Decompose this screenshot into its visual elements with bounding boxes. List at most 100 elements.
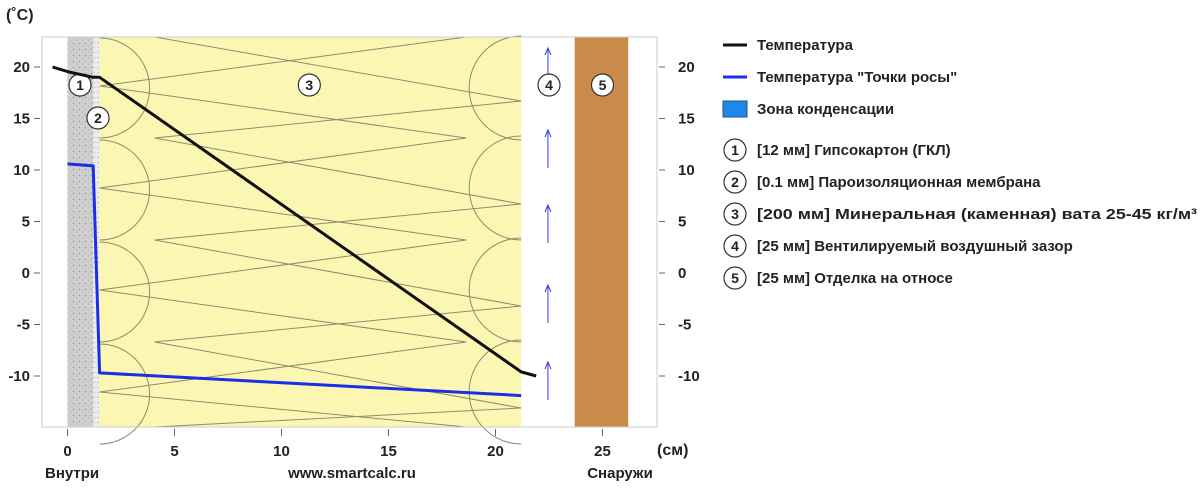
insulation-fibre [99,36,467,87]
y-tick-label-left: 10 [13,162,30,179]
y-tick-label-left: 15 [13,111,30,128]
layer-marker-3: 3 [297,73,321,97]
layer-marker-circle [537,73,561,97]
insulation-fibre [99,391,467,428]
layer-marker-circle [297,73,321,97]
layer-3 [99,37,522,427]
legend-layer-entry-5: 5 [25 мм] Отделка на относе [723,266,953,290]
airflow-arrow-head [544,360,552,370]
y-tick-label-left: -10 [8,368,30,385]
legend-label-series-2: Температура "Точки росы" [757,69,957,86]
insulation-fibre [99,137,467,189]
legend-layer-circle [723,170,747,194]
insulation-loop-left [99,241,151,343]
airflow-arrow [544,283,552,323]
series-line-1 [52,65,537,378]
legend-layer-circle [723,266,747,290]
legend-layer-label: [0.1 мм] Пароизоляционная мембрана [757,174,1041,191]
legend-layer-circle [723,234,747,258]
insulation-loop-right [468,35,522,141]
insulation-pattern [99,35,522,445]
y-unit-label: (˚C) [6,7,34,24]
insulation-fibre [154,239,522,307]
y-tick-label-right: 5 [678,214,686,231]
footer-outside-label: Снаружи [587,465,653,482]
insulation-fibre [154,137,522,205]
y-tick-label-left: 0 [22,265,30,282]
x-tick-label: 0 [63,443,71,460]
insulation-loop-left [99,343,151,445]
layer-marker-number: 3 [305,77,313,93]
legend-layer-entry-4: 4 [25 мм] Вентилируемый воздушный зазор [723,234,1073,258]
insulation-loop-right [468,135,522,241]
airflow-arrow [544,203,552,243]
insulation-loop-right [468,237,522,343]
insulation-fibre [99,289,467,343]
layer-marker-2: 2 [86,106,110,130]
insulation-fibre [99,239,467,291]
legend-layer-entry-2: 2 [0.1 мм] Пароизоляционная мембрана [723,170,1041,194]
insulation-fibre [154,341,522,409]
airflow-arrow-head [544,128,552,138]
footer-inside-label: Внутри [45,465,99,482]
airflow-arrow-head [544,203,552,213]
x-unit-label: (см) [657,442,688,459]
insulation-fibre [99,85,467,139]
y-tick-label-right: -5 [678,317,691,334]
legend-label-condensation: Зона конденсации [757,101,894,118]
legend-layer-label: [200 мм] Минеральная (каменная) вата 25-… [757,206,1197,223]
insulation-fibre [99,341,467,393]
legend-layer-circle [723,138,747,162]
x-tick-label: 25 [594,443,611,460]
x-tick-label: 20 [487,443,504,460]
layer-marker-1: 1 [68,73,92,97]
layer-1 [67,37,94,427]
plot-border [41,36,658,428]
layer-marker-number: 1 [76,77,84,93]
legend-label-series-1: Температура [757,37,854,54]
x-tick-label: 5 [170,443,178,460]
insulation-loop-left [99,37,151,139]
layer-marker-5: 5 [590,73,615,97]
airflow-arrow [544,128,552,168]
legend: Температура Температура "Точки росы" Зона … [722,37,1197,290]
layer-marker-circle [590,73,615,97]
y-tick-label-left: 5 [22,214,30,231]
x-tick-label: 15 [380,443,397,460]
legend-layer-label: [25 мм] Вентилируемый воздушный зазор [757,238,1073,255]
insulation-fibre [154,407,522,428]
airflow-arrow-head [544,46,552,56]
y-tick-label-right: 20 [678,59,695,76]
layer-marker-circle [86,106,110,130]
legend-layer-number: 3 [731,206,739,222]
legend-layer-circle [723,202,747,226]
airflow-arrow [544,360,552,400]
legend-layer-number: 1 [731,142,739,158]
y-tick-label-right: -10 [678,368,700,385]
legend-layer-entry-1: 1 [12 мм] Гипсокартон (ГКЛ) [723,138,951,162]
insulation-loop-left [99,139,151,241]
layer-marker-number: 2 [94,110,102,126]
insulation-fibre [99,187,467,241]
legend-layer-label: [12 мм] Гипсокартон (ГКЛ) [757,142,951,159]
footer-site-label: www.smartcalc.ru [287,465,416,482]
legend-layer-number: 2 [731,174,739,190]
layer-marker-number: 5 [599,77,607,93]
x-tick-label: 10 [273,443,290,460]
layer-5 [574,37,629,427]
layer-marker-number: 4 [545,77,553,93]
y-tick-label-left: 20 [13,59,30,76]
insulation-fibre [154,36,522,102]
legend-layer-number: 5 [731,270,739,286]
airflow-arrow-head [544,283,552,293]
plot-area: 1 2 3 4 5 20 20 15 15 10 10 5 5 0 0 -5 -5 -10 -10 0 5 10 15 20 2… [8,35,700,460]
layer-marker-4: 4 [537,73,561,97]
y-tick-label-right: 10 [678,162,695,179]
legend-layer-number: 4 [731,238,739,254]
y-tick-label-left: -5 [17,317,30,334]
y-tick-label-right: 0 [678,265,686,282]
y-tick-label-right: 15 [678,111,695,128]
legend-layer-label: [25 мм] Отделка на относе [757,270,953,287]
legend-layer-entry-3: 3 [200 мм] Минеральная (каменная) вата 25… [723,202,1197,226]
